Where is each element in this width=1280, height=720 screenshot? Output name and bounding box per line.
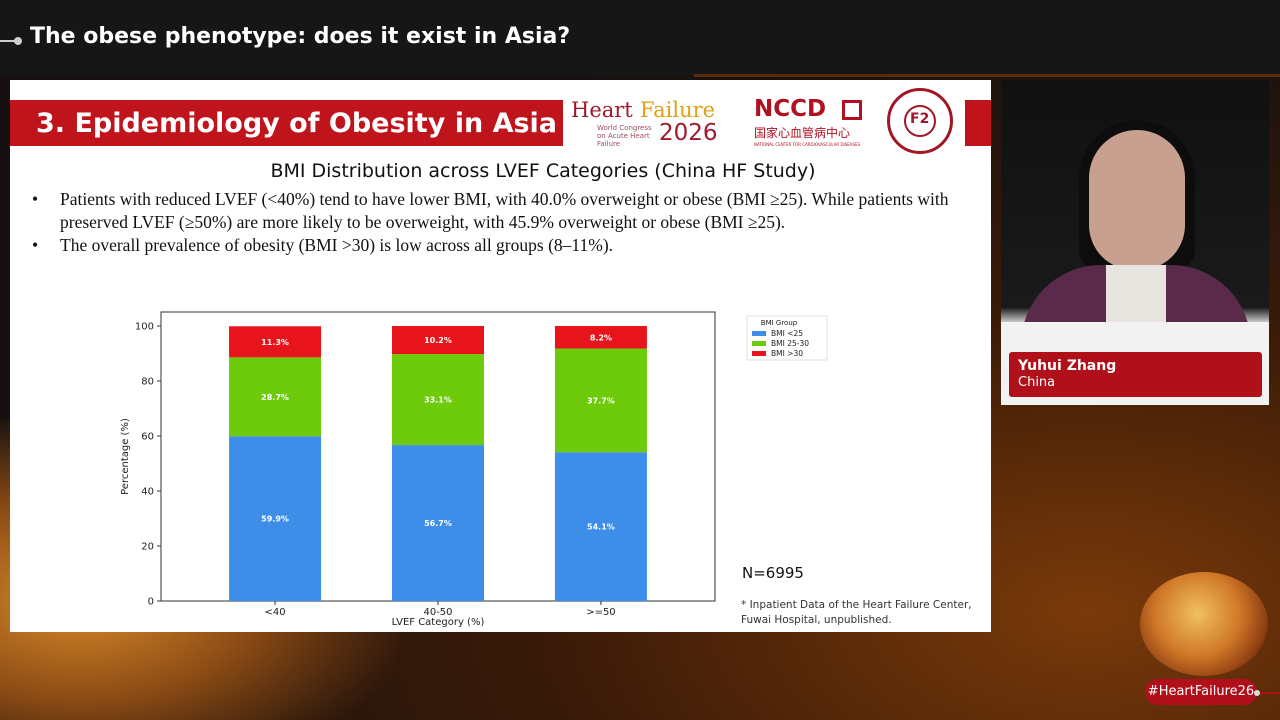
slide-header-accent [965, 100, 991, 146]
bullet-text: Patients with reduced LVEF (<40%) tend t… [60, 189, 949, 232]
title-rule [694, 74, 1280, 77]
bullet-mark: • [32, 235, 39, 255]
speaker-country: China [1018, 375, 1056, 390]
legend-entry: BMI 25-30 [771, 339, 809, 348]
speaker-face [1089, 130, 1185, 270]
chart-heading: BMI Distribution across LVEF Categories … [270, 160, 816, 182]
y-tick-label: 60 [141, 432, 154, 443]
bar-segment [554, 326, 647, 349]
legend-title: BMI Group [761, 319, 798, 327]
bar-segment [229, 326, 322, 358]
bar-segment [554, 348, 647, 453]
bullet-text: The overall prevalence of obesity (BMI >… [60, 235, 614, 255]
congress-globe-icon [1140, 572, 1268, 676]
bar-data-label: 11.3% [261, 338, 289, 347]
stacked-bar-chart: 0 20 40 60 80 100 59.9% 28.7% 11.3% <40 56.7% 33.1%… [120, 311, 828, 628]
sample-size-label: N=6995 [742, 564, 804, 582]
hf-logo-word-heart: Heart [571, 98, 633, 122]
bar-segment [229, 436, 322, 601]
presentation-slide: 3. Epidemiology of Obesity in Asia Heart… [10, 80, 991, 632]
legend-swatch [752, 341, 766, 346]
speaker-name-card: Yuhui Zhang China [1009, 352, 1262, 397]
footnote: * Inpatient Data of the Heart Failure Ce… [741, 599, 972, 626]
legend-entry: BMI >30 [771, 349, 803, 358]
x-tick-label: >=50 [586, 607, 615, 618]
y-tick-label: 20 [141, 542, 154, 553]
y-tick-label: 80 [141, 377, 154, 388]
bar-data-label: 37.7% [587, 396, 615, 405]
hospital-seal-logo: F2 [887, 88, 953, 154]
bar-data-label: 56.7% [424, 519, 452, 528]
bar-segment [392, 326, 484, 355]
nccd-emblem-icon [842, 100, 862, 120]
hashtag-dot-decoration [1254, 690, 1260, 696]
bar-data-label: 59.9% [261, 515, 289, 524]
seal-inner-ring [904, 105, 936, 137]
x-tick-label: <40 [265, 607, 286, 618]
y-tick-label: 100 [135, 322, 154, 333]
hashtag-badge: #HeartFailure26 [1145, 679, 1257, 705]
broadcast-title: The obese phenotype: does it exist in As… [30, 24, 571, 49]
hf-logo-subtitle: World Congress on Acute Heart Failure [597, 124, 652, 148]
seal-text: F2 [910, 111, 930, 127]
nccd-logo: NCCD 国家心血管病中心 NATIONAL CENTER FOR CARDIO… [754, 96, 866, 152]
bar-data-label: 28.7% [261, 393, 289, 402]
legend-entry: BMI <25 [771, 329, 803, 338]
bar-segment [392, 354, 484, 446]
x-axis-label: LVEF Category (%) [392, 617, 485, 628]
nccd-logo-english: NATIONAL CENTER FOR CARDIOVASCULAR DISEA… [754, 142, 861, 147]
hf-logo-word-failure: Failure [640, 98, 716, 122]
bar-data-label: 54.1% [587, 523, 615, 532]
speaker-name: Yuhui Zhang [1018, 358, 1117, 374]
y-axis-label: Percentage (%) [120, 418, 131, 495]
title-dot-decoration [14, 37, 22, 45]
bar-segment [229, 357, 322, 437]
y-tick-label: 40 [141, 487, 154, 498]
slide-section-title: 3. Epidemiology of Obesity in Asia [36, 108, 558, 139]
broadcast-title-bar: The obese phenotype: does it exist in As… [0, 0, 1280, 77]
heart-failure-2026-logo: Heart Failure World Congress on Acute He… [571, 96, 743, 150]
slide-header-bar: 3. Epidemiology of Obesity in Asia [10, 100, 563, 146]
bullet-list: • Patients with reduced LVEF (<40%) tend… [30, 188, 980, 257]
bar-segment [392, 445, 484, 601]
bullet-item: • Patients with reduced LVEF (<40%) tend… [30, 188, 980, 234]
speaker-collar [1106, 265, 1166, 325]
legend-swatch [752, 331, 766, 336]
legend-swatch [752, 351, 766, 356]
y-tick-label: 0 [148, 597, 154, 608]
bullet-item: • The overall prevalence of obesity (BMI… [30, 234, 980, 257]
bar-data-label: 8.2% [590, 333, 612, 342]
hashtag-line-decoration [1260, 692, 1280, 694]
nccd-logo-chinese: 国家心血管病中心 [754, 126, 851, 140]
bar-segment [554, 452, 647, 601]
bar-data-label: 10.2% [424, 336, 452, 345]
title-line-decoration [0, 40, 18, 42]
hf-logo-year: 2026 [659, 120, 718, 146]
bar-data-label: 33.1% [424, 396, 452, 405]
x-tick-label: 40-50 [423, 607, 452, 618]
nccd-logo-text: NCCD [754, 96, 827, 122]
bullet-mark: • [32, 189, 39, 209]
